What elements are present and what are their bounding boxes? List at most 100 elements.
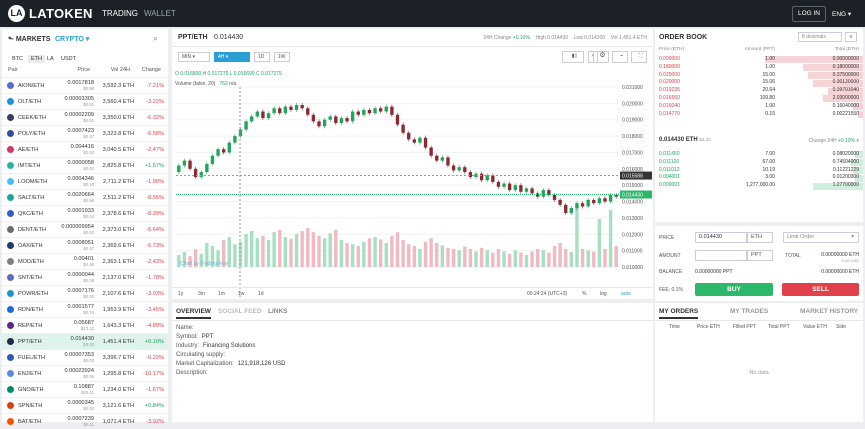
market-row[interactable]: IMT/ETH 0.0000058 $0.00 2,825.8 ETH +1.57% [2, 157, 168, 173]
tab-eth[interactable]: ETH [28, 55, 45, 63]
bid-row[interactable]: 0.004001 3.00 0.01200300 [655, 174, 863, 182]
market-row[interactable]: OLT/ETH 0.00003305 $0.01 3,560.4 ETH -3.22% [2, 93, 168, 109]
volume-bar [564, 249, 568, 267]
market-price: 0.05687 $13.12 [74, 320, 94, 332]
ask-row[interactable]: 0.180000 1.00 0.18000000 [655, 64, 863, 72]
login-button[interactable]: LOG IN [792, 6, 826, 22]
category-select[interactable]: CRYPTO ▾ [55, 36, 90, 43]
ask-row[interactable]: 0.025000 15.00 0.37500000 [655, 72, 863, 80]
volume-bar [356, 246, 360, 267]
auto-toggle[interactable]: auto [621, 291, 631, 297]
market-row[interactable]: CEEK/ETH 0.00002209 $0.01 3,350.0 ETH -6.32% [2, 109, 168, 125]
range-1m[interactable]: 1m [218, 291, 225, 297]
bid-row[interactable]: 0.000001 1,277,000.00 1.27700000 [655, 182, 863, 190]
ask-row[interactable]: 0.020000 15.06 0.30120000 [655, 79, 863, 87]
market-row[interactable]: MOD/ETH 0.00401 $4.49 2,363.1 ETH -2.43% [2, 253, 168, 269]
market-row[interactable]: POLY/ETH 0.0007423 $0.37 3,323.8 ETH -6.58% [2, 125, 168, 141]
market-row[interactable]: RDN/ETH 0.0001577 $0.74 1,953.9 ETH -3.45% [2, 301, 168, 317]
col-change[interactable]: Change [141, 67, 161, 73]
tab-market-history[interactable]: MARKET HISTORY [800, 308, 859, 315]
chevron-down-icon[interactable]: ▾ [856, 138, 859, 144]
market-row[interactable]: PPT/ETH 0.014430 $3.33 1,451.4 ETH +0.10% [2, 333, 168, 349]
market-row[interactable]: FUEL/ETH 0.00007353 $0.03 3,396.7 ETH -0.22% [2, 349, 168, 365]
candles-icon[interactable]: ▮▯ [562, 51, 584, 63]
market-change: -3.45% [146, 307, 164, 313]
menu-icon[interactable]: ≡ [845, 32, 857, 42]
buy-button[interactable]: BUY [695, 283, 773, 296]
bid-row[interactable]: 0.011012 10.19 0.11221229 [655, 167, 863, 175]
log-toggle[interactable]: log [600, 291, 607, 297]
volume-bar [608, 210, 613, 267]
market-row[interactable]: DENT/ETH 0.000009954 $0.00 2,373.0 ETH -5.64… [2, 221, 168, 237]
market-row[interactable]: LOOM/ETH 0.0004346 $0.19 2,711.2 ETH -1.90% [2, 173, 168, 189]
market-row[interactable]: REP/ETH 0.05687 $13.12 1,643.3 ETH -4.89% [2, 317, 168, 333]
interval-1w-button[interactable]: 1W [274, 52, 290, 62]
market-row[interactable]: GNO/ETH 0.10887 $25.11 1,234.0 ETH -1.67% [2, 381, 168, 397]
tab-usdt[interactable]: USDT [61, 56, 76, 62]
interval-1d-button[interactable]: 1D [254, 52, 270, 62]
market-volume: 2,373.0 ETH [102, 227, 134, 233]
amount-input[interactable] [695, 250, 747, 261]
tab-links[interactable]: LINKS [268, 308, 288, 315]
candle-body [384, 106, 388, 112]
market-row[interactable]: BAT/ETH 0.0007239 $0.11 1,071.4 ETH -3.92% [2, 413, 168, 429]
nav-wallet[interactable]: WALLET [144, 9, 176, 18]
market-row[interactable]: OAX/ETH 0.0008051 $0.37 2,369.6 ETH -5.73% [2, 237, 168, 253]
market-row[interactable]: SALT/ETH 0.0020664 $0.98 2,511.2 ETH -8.55% [2, 189, 168, 205]
col-vol[interactable]: Vol 24H [110, 67, 130, 73]
ask-row[interactable]: 0.016550 109.80 2.03000000 [655, 95, 863, 103]
nav-trading[interactable]: TRADING [102, 9, 138, 18]
sell-button[interactable]: SELL [782, 283, 859, 296]
ask-row[interactable]: 0.019235 20.64 0.39701040 [655, 87, 863, 95]
market-row[interactable]: QKC/ETH 0.0001933 $0.04 2,378.6 ETH -8.39% [2, 205, 168, 221]
indicators-icon[interactable]: ⌁ [612, 51, 628, 63]
decimals-select[interactable]: 8 decimals [798, 32, 842, 42]
order-type-select[interactable]: Limit Order ▾ [783, 232, 859, 243]
bid-row[interactable]: 0.011450 7.00 0.08020000 [655, 151, 863, 159]
tab-my-trades[interactable]: MY TRADES [730, 308, 769, 315]
volume-value: 762 [219, 81, 228, 87]
ask-row[interactable]: 0.090000 1.00 0.00000000 [655, 56, 863, 64]
order-price: 0.014770 [659, 110, 680, 117]
tab-overview[interactable]: OVERVIEW [176, 308, 211, 319]
chart-type-select[interactable]: MIN ▾ [178, 52, 210, 62]
volume-bar [378, 239, 383, 267]
market-row[interactable]: ENJ/ETH 0.00023924 $0.06 1,295.8 ETH -10.17% [2, 365, 168, 381]
market-pair: REP/ETH [18, 323, 43, 329]
market-row[interactable]: POWR/ETH 0.0007176 $0.33 2,107.6 ETH -3.03% [2, 285, 168, 301]
range-1y[interactable]: 1y [178, 291, 184, 297]
percent-toggle[interactable]: % [582, 291, 587, 297]
tab-my-orders[interactable]: MY ORDERS [659, 308, 699, 319]
market-row[interactable]: SPN/ETH 0.0000345 $0.02 3,121.6 ETH +0.84% [2, 397, 168, 413]
range-3m[interactable]: 3m [198, 291, 205, 297]
candle-body [356, 111, 360, 115]
price-chart[interactable]: 0.021000 0.020000 0.019000 0.018000 0.017000… [172, 67, 653, 299]
latoken-logo-icon[interactable]: LA [8, 5, 25, 22]
ask-row[interactable]: 0.014770 0.15 0.00221550 [655, 111, 863, 119]
market-row[interactable]: AE/ETH 0.004416 $2.02 3,040.5 ETH -2.47% [2, 141, 168, 157]
volume-bar [479, 247, 484, 267]
coin-icon [7, 226, 14, 233]
price-input[interactable]: 0.014430 [695, 232, 747, 243]
gear-icon[interactable]: ⚙ [593, 51, 609, 63]
volume-bar [474, 251, 478, 267]
interval-4h-button[interactable]: 4H ▾ [214, 52, 250, 62]
market-row[interactable]: AION/ETH 0.0017818 $0.98 3,592.3 ETH -7.21% [2, 77, 168, 93]
tab-la[interactable]: LA [47, 56, 54, 62]
back-arrow-icon[interactable]: ⬑ [8, 36, 14, 43]
tab-social-feed[interactable]: SOCIAL FEED [218, 308, 262, 315]
fullscreen-icon[interactable]: ⛶ [631, 51, 647, 63]
range-1w[interactable]: 1w [238, 291, 245, 297]
language-select[interactable]: ENG ▾ [832, 10, 851, 18]
tab-btc[interactable]: BTC [12, 56, 23, 62]
brand-name[interactable]: LATOKEN [29, 6, 93, 21]
market-row[interactable]: SNT/ETH 0.0000044 $0.08 2,137.0 ETH -1.78% [2, 269, 168, 285]
search-icon[interactable]: ⌕ [153, 33, 159, 43]
col-pair[interactable]: Pair [8, 67, 18, 73]
market-price: 0.0001933 $0.04 [68, 208, 94, 220]
ask-row[interactable]: 0.016040 1.00 0.16040000 [655, 103, 863, 111]
col-price[interactable]: Price [77, 67, 90, 73]
bid-row[interactable]: 0.011120 67.00 0.74504000 [655, 159, 863, 167]
range-1d[interactable]: 1d [258, 291, 264, 297]
market-change: +1.57% [144, 163, 164, 169]
